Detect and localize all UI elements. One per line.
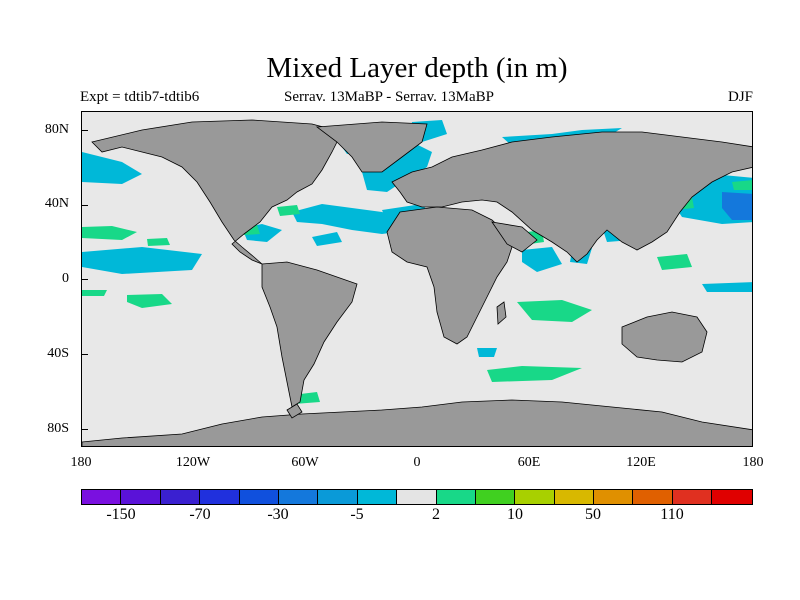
colorbar bbox=[81, 489, 753, 505]
colorbar-swatch bbox=[712, 490, 752, 504]
lon-label-120w: 120W bbox=[175, 455, 211, 470]
cyan-patch bbox=[312, 232, 342, 246]
green-patch bbox=[277, 205, 300, 216]
season-label: DJF bbox=[727, 89, 753, 105]
colorbar-swatch bbox=[239, 490, 279, 504]
lat-tick bbox=[81, 429, 88, 430]
colorbar-swatch bbox=[436, 490, 476, 504]
cyan-patch bbox=[477, 348, 497, 357]
colorbar-label: -5 bbox=[350, 506, 364, 523]
lat-label-40n: 40N bbox=[44, 196, 69, 211]
colorbar-swatch bbox=[82, 490, 122, 504]
colorbar-label: -150 bbox=[106, 506, 136, 523]
colorbar-swatch bbox=[318, 490, 358, 504]
australia bbox=[621, 311, 708, 363]
blue-patch bbox=[722, 192, 752, 220]
colorbar-label: -30 bbox=[267, 506, 289, 523]
green-patch bbox=[82, 226, 137, 240]
world-map bbox=[81, 111, 753, 447]
cyan-patch bbox=[82, 247, 202, 274]
lat-label-80s: 80S bbox=[47, 421, 69, 436]
colorbar-swatch bbox=[515, 490, 555, 504]
colorbar-label: 110 bbox=[660, 506, 684, 523]
cyan-patch bbox=[362, 142, 432, 192]
colorbar-swatch bbox=[594, 490, 634, 504]
cyan-patch bbox=[82, 152, 142, 184]
lon-label-180e: 180 bbox=[742, 455, 764, 470]
colorbar-label: 2 bbox=[432, 506, 440, 523]
lon-label-60w: 60W bbox=[291, 455, 319, 470]
africa bbox=[386, 206, 513, 345]
green-patch bbox=[657, 254, 692, 270]
colorbar-swatch bbox=[278, 490, 319, 504]
green-patch bbox=[127, 294, 172, 308]
greenland bbox=[315, 121, 428, 173]
green-patch bbox=[487, 366, 582, 382]
arabia bbox=[491, 221, 538, 253]
colorbar-label: 10 bbox=[507, 506, 523, 523]
colorbar-label: 50 bbox=[585, 506, 601, 523]
lat-label-80n: 80N bbox=[44, 122, 69, 137]
colorbar-swatch bbox=[357, 490, 398, 504]
green-patch bbox=[517, 300, 592, 322]
colorbar-swatch bbox=[397, 490, 437, 504]
colorbar-swatch bbox=[121, 490, 161, 504]
green-patch bbox=[732, 180, 752, 190]
antarctic-peninsula bbox=[286, 403, 303, 419]
land-masses bbox=[82, 119, 752, 446]
map-canvas bbox=[82, 119, 752, 446]
lat-tick bbox=[81, 205, 88, 206]
north-america bbox=[91, 119, 343, 265]
colorbar-swatch bbox=[160, 490, 201, 504]
experiment-label: Expt = tdtib7-tdtib6 bbox=[80, 89, 200, 105]
colorbar-swatch bbox=[475, 490, 516, 504]
green-patch bbox=[82, 290, 107, 296]
lon-label-180w: 180 bbox=[70, 455, 92, 470]
south-america bbox=[261, 261, 358, 408]
colorbar-swatch bbox=[200, 490, 240, 504]
colorbar-swatch bbox=[672, 490, 713, 504]
lon-label-0: 0 bbox=[413, 455, 421, 470]
period-label: Serrav. 13MaBP - Serrav. 13MaBP bbox=[284, 89, 494, 105]
colorbar-swatch bbox=[554, 490, 595, 504]
colorbar-swatch bbox=[633, 490, 673, 504]
lon-label-60e: 60E bbox=[517, 455, 541, 470]
cyan-patch bbox=[522, 247, 562, 272]
lon-label-120e: 120E bbox=[626, 455, 656, 470]
lat-tick bbox=[81, 130, 88, 131]
madagascar bbox=[496, 301, 507, 325]
lat-label-40s: 40S bbox=[47, 346, 69, 361]
green-patch bbox=[147, 238, 170, 246]
cyan-patch bbox=[702, 282, 752, 292]
lat-tick bbox=[81, 279, 88, 280]
cyan-patch bbox=[292, 204, 412, 234]
lat-label-eq: 0 bbox=[62, 271, 69, 286]
map-title: Mixed Layer depth (in m) bbox=[266, 52, 568, 84]
lat-tick bbox=[81, 354, 88, 355]
colorbar-label: -70 bbox=[189, 506, 211, 523]
antarctica bbox=[82, 399, 752, 446]
eurasia bbox=[391, 131, 752, 263]
